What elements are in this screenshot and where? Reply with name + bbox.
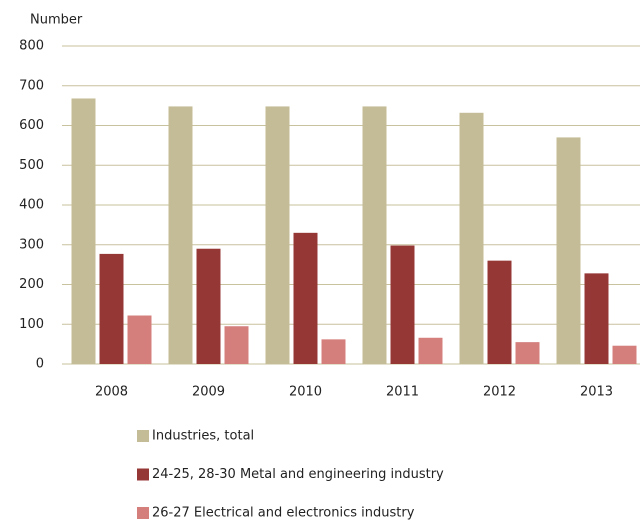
bar [99, 253, 124, 364]
y-tick-label: 500 [19, 158, 44, 173]
x-tick-label: 2013 [580, 385, 613, 400]
bar [224, 326, 249, 364]
y-tick-label: 800 [19, 39, 44, 54]
legend-label: 24-25, 28-30 Metal and engineering indus… [152, 467, 444, 482]
y-tick-label: 100 [19, 317, 44, 332]
bar [556, 137, 581, 364]
y-tick-label: 300 [19, 237, 44, 252]
x-tick-label: 2010 [289, 385, 322, 400]
x-tick-label: 2008 [95, 385, 128, 400]
bar [584, 273, 609, 364]
bar [390, 245, 415, 364]
bar [71, 98, 96, 364]
bar [418, 337, 443, 364]
bar [321, 339, 346, 364]
legend-swatch [137, 430, 149, 442]
bar [487, 260, 512, 364]
bar [265, 106, 290, 365]
bar [612, 345, 637, 364]
y-tick-label: 400 [19, 198, 44, 213]
x-tick-label: 2011 [386, 385, 419, 400]
legend-label: 26-27 Electrical and electronics industr… [152, 506, 415, 521]
bar [127, 315, 152, 364]
x-tick-label: 2009 [192, 385, 225, 400]
bar [459, 112, 484, 364]
bar [293, 232, 318, 364]
bar [168, 106, 193, 365]
y-axis-label: Number [30, 13, 83, 28]
x-tick-label: 2012 [483, 385, 516, 400]
bar [196, 248, 221, 364]
y-tick-label: 0 [36, 357, 44, 372]
y-tick-label: 600 [19, 118, 44, 133]
legend-label: Industries, total [152, 429, 254, 444]
bar [515, 342, 540, 364]
y-tick-label: 700 [19, 78, 44, 93]
legend-swatch [137, 507, 149, 519]
bar [362, 106, 387, 365]
y-tick-label: 200 [19, 277, 44, 292]
legend-swatch [137, 468, 149, 481]
